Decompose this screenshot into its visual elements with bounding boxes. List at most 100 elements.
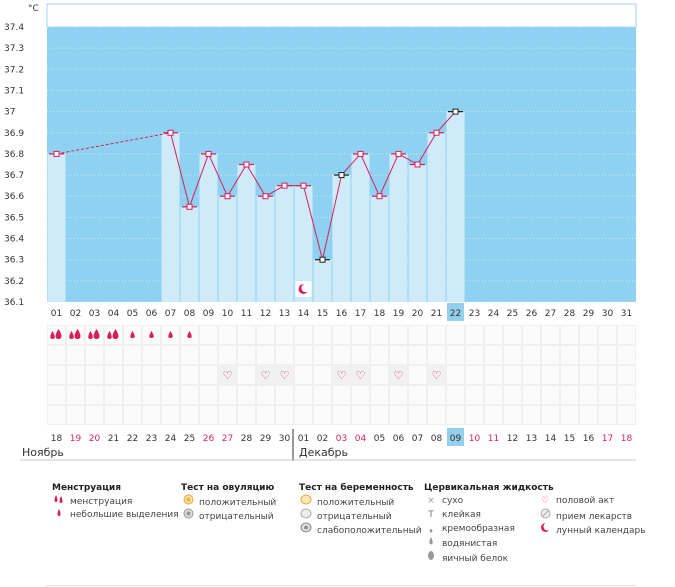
legend-other: ♡ половой акт прием лекарств лунный кален…: [538, 494, 646, 536]
event-cell: [598, 365, 617, 385]
event-cell: [446, 385, 465, 405]
y-tick-label: 37.2: [4, 65, 24, 75]
event-cell: [85, 365, 104, 385]
event-cell: [199, 385, 218, 405]
temperature-line-segment: [360, 153, 380, 197]
temperature-point: [395, 150, 402, 157]
event-cell: [446, 365, 465, 385]
calendar-date-label: 22: [127, 434, 138, 444]
temperature-point: [414, 161, 421, 168]
event-cell: [598, 405, 617, 425]
cycle-day-label: 24: [488, 309, 500, 319]
event-cell: [522, 365, 541, 385]
temperature-line-segment: [417, 132, 437, 165]
legend-ovulation: Тест на овуляцию положительный отрицател…: [181, 482, 276, 522]
event-cell: [256, 405, 275, 425]
cycle-day-highlight: [447, 303, 464, 321]
event-cell: [617, 345, 636, 365]
y-tick-label: 36.5: [4, 213, 24, 223]
legend-item: ♡ половой акт: [538, 494, 646, 508]
event-cell: [541, 365, 560, 385]
event-cell: [199, 405, 218, 425]
event-cell: [484, 365, 503, 385]
heart-icon: ♡: [432, 369, 442, 382]
legend-item: ❟ кремообразная: [424, 522, 554, 536]
y-tick-label: 37: [4, 108, 15, 118]
event-cell: [104, 385, 123, 405]
y-tick-label: 36.9: [4, 129, 24, 139]
event-cell: [598, 385, 617, 405]
cycle-day-label: 04: [108, 309, 120, 319]
heart-icon: ♡: [223, 369, 233, 382]
legend-label: сухо: [442, 496, 464, 506]
heart-cell-bg: [257, 366, 274, 384]
legend-label: кремообразная: [442, 524, 515, 534]
temperature-point: [319, 256, 326, 263]
event-cell: [161, 365, 180, 385]
calendar-date-label: 18: [51, 434, 63, 444]
event-cell: [560, 385, 579, 405]
temperature-point: [224, 193, 231, 200]
legend-cervical-title: Цервикальная жидкость: [424, 483, 554, 493]
event-cell: [218, 385, 237, 405]
temperature-point: [281, 182, 288, 189]
heart-cell-bg: [352, 366, 369, 384]
event-cell: [180, 405, 199, 425]
event-cell: [237, 345, 256, 365]
legend-label: половой акт: [556, 496, 615, 506]
event-cell: [161, 385, 180, 405]
cycle-day-label: 22: [450, 309, 461, 319]
event-cell: [351, 345, 370, 365]
y-tick-label: 36.3: [4, 256, 24, 266]
heart-icon: ♡: [337, 369, 347, 382]
event-cell: [161, 405, 180, 425]
event-cell: [104, 345, 123, 365]
event-cell: [66, 345, 85, 365]
calendar-date-label: 02: [317, 434, 328, 444]
calendar-date-label: 25: [184, 434, 195, 444]
event-cell: [47, 345, 66, 365]
event-cell: [218, 325, 237, 345]
cycle-day-label: 08: [184, 309, 196, 319]
cycle-day-label: 11: [241, 309, 252, 319]
cycle-day-label: 10: [222, 309, 234, 319]
event-cell: [427, 385, 446, 405]
temperature-point: [262, 193, 269, 200]
heart-icon: ♡: [261, 369, 271, 382]
calendar-date-label: 17: [602, 434, 613, 444]
drop-icon: [130, 331, 135, 338]
cycle-day-label: 29: [583, 309, 595, 319]
cycle-day-label: 30: [602, 309, 614, 319]
positive-circle-icon: [181, 494, 195, 510]
heart-icon: ♡: [280, 369, 290, 382]
calendar-date-label: 11: [488, 434, 499, 444]
legend-item: положительный: [181, 494, 276, 508]
legend-menstruation-title: Менструация: [52, 483, 121, 493]
y-tick-label: 36.2: [4, 277, 24, 287]
temperature-bar: [389, 153, 408, 302]
event-cell: [503, 325, 522, 345]
event-cell: [256, 385, 275, 405]
event-cell: [617, 325, 636, 345]
event-cell: [123, 365, 142, 385]
legend-label: менструация: [70, 497, 133, 507]
temperature-point: [452, 108, 459, 115]
event-cell: [598, 345, 617, 365]
temperature-point: [376, 193, 383, 200]
event-cell: [294, 405, 313, 425]
cycle-day-label: 13: [279, 309, 290, 319]
event-cell: [199, 325, 218, 345]
event-cell: [66, 365, 85, 385]
cycle-day-label: 07: [165, 309, 176, 319]
heart-cell-bg: [428, 366, 445, 384]
cycle-day-label: 17: [355, 309, 366, 319]
legend-label: слабоположительный: [317, 526, 422, 536]
calendar-date-label: 21: [108, 434, 119, 444]
heart-icon: ♡: [356, 369, 366, 382]
temperature-bar: [47, 153, 66, 302]
watery-icon: [424, 536, 438, 551]
temperature-line-segment: [227, 164, 247, 197]
weak-test-icon: [299, 522, 313, 538]
